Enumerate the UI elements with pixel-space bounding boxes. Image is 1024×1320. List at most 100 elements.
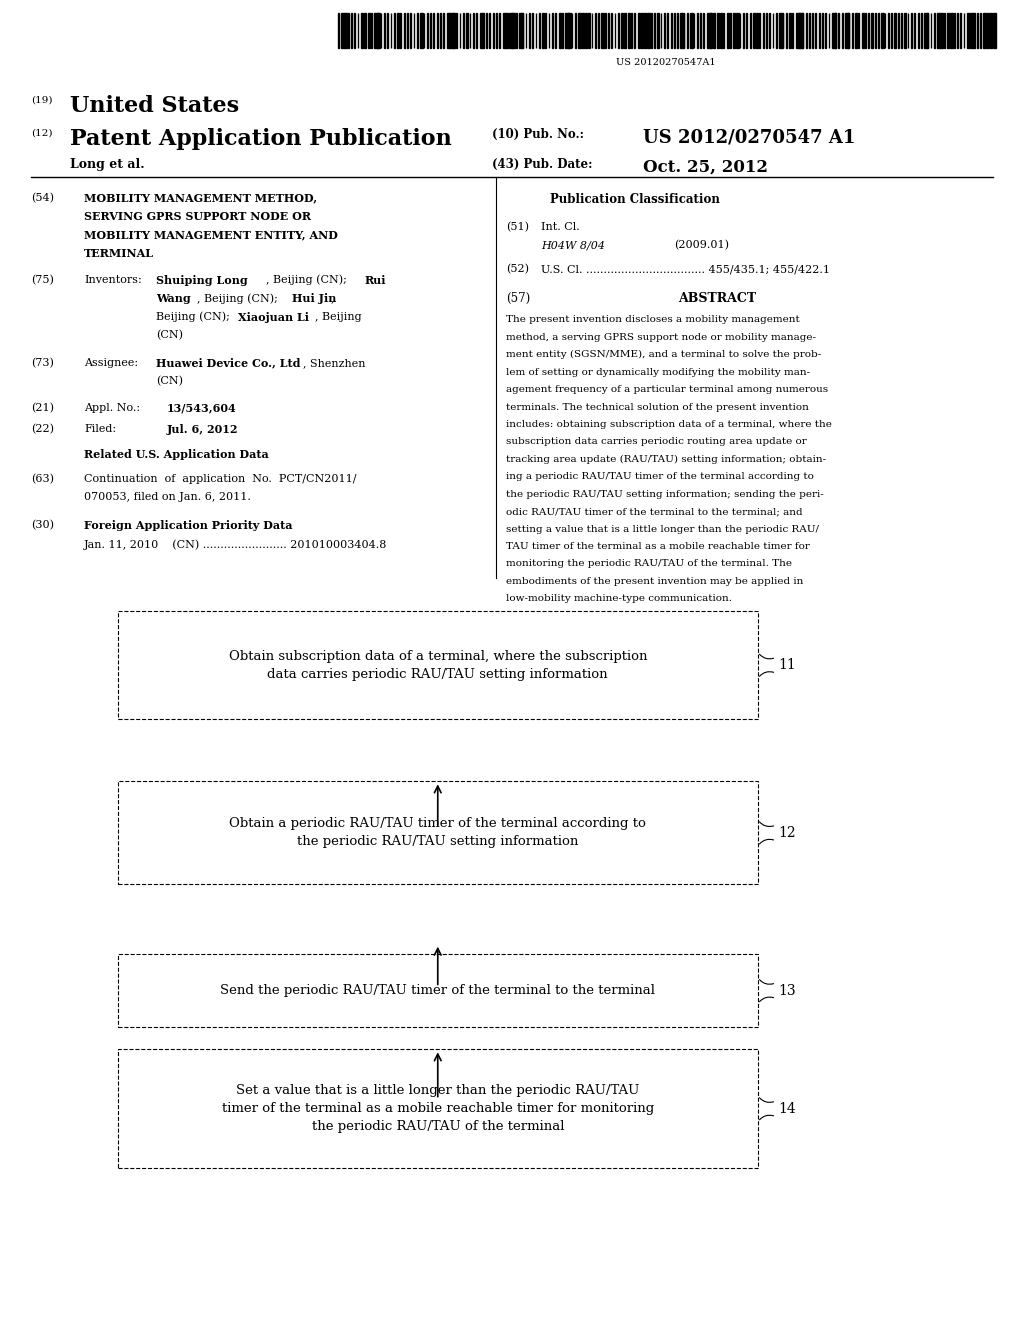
Text: embodiments of the present invention may be applied in: embodiments of the present invention may…	[506, 577, 803, 586]
Bar	[503, 13, 507, 48]
Text: Rui: Rui	[365, 275, 386, 285]
Bar	[924, 13, 928, 48]
Bar	[845, 13, 849, 48]
Text: Wang: Wang	[156, 293, 190, 304]
Text: 13: 13	[778, 983, 796, 998]
Text: subscription data carries periodic routing area update or: subscription data carries periodic routi…	[506, 437, 807, 446]
Text: (63): (63)	[31, 474, 53, 484]
Text: Inventors:: Inventors:	[84, 275, 141, 285]
Bar	[895, 13, 896, 48]
Bar	[874, 13, 877, 48]
Bar	[361, 13, 364, 48]
Text: Jan. 11, 2010    (CN) ........................ 201010003404.8: Jan. 11, 2010 (CN) .....................…	[84, 540, 387, 550]
Bar	[509, 13, 513, 48]
Bar	[654, 13, 655, 48]
Bar	[486, 13, 487, 48]
Text: (21): (21)	[31, 403, 53, 413]
Bar	[967, 13, 969, 48]
Text: (19): (19)	[31, 95, 52, 104]
Text: ing a periodic RAU/TAU timer of the terminal according to: ing a periodic RAU/TAU timer of the term…	[506, 473, 814, 482]
Bar	[983, 13, 986, 48]
Text: United States: United States	[70, 95, 239, 117]
Bar	[450, 13, 454, 48]
Bar	[638, 13, 640, 48]
Text: Hui Jin: Hui Jin	[292, 293, 336, 304]
Text: 14: 14	[778, 1102, 796, 1115]
Bar	[714, 13, 715, 48]
Bar	[641, 13, 643, 48]
Bar	[493, 13, 494, 48]
Bar	[785, 13, 787, 48]
Text: ,: ,	[331, 293, 334, 304]
Bar	[542, 13, 545, 48]
Bar	[588, 13, 591, 48]
Bar	[861, 13, 864, 48]
Bar	[479, 13, 483, 48]
Bar	[993, 13, 995, 48]
Bar	[953, 13, 955, 48]
Bar	[348, 13, 349, 48]
Bar	[756, 13, 759, 48]
Point	[489, 570, 502, 586]
Bar	[496, 13, 498, 48]
Bar	[463, 13, 465, 48]
Bar	[796, 13, 800, 48]
Bar	[687, 13, 688, 48]
Bar	[403, 13, 406, 48]
Text: the periodic RAU/TAU setting information; sending the peri-: the periodic RAU/TAU setting information…	[506, 490, 823, 499]
Bar	[579, 13, 581, 48]
Bar	[941, 13, 943, 48]
Bar	[710, 13, 713, 48]
Text: Set a value that is a little longer than the periodic RAU/TAU
timer of the termi: Set a value that is a little longer than…	[221, 1084, 654, 1134]
Bar	[680, 13, 684, 48]
Bar	[882, 13, 884, 48]
Bar	[430, 13, 431, 48]
Text: Oct. 25, 2012: Oct. 25, 2012	[643, 158, 768, 176]
Bar	[690, 13, 692, 48]
Text: (43) Pub. Date:: (43) Pub. Date:	[492, 158, 592, 172]
Text: Shuiping Long: Shuiping Long	[156, 275, 248, 285]
Bar	[651, 13, 652, 48]
Bar	[736, 13, 738, 48]
Bar	[657, 13, 658, 48]
Text: , Beijing: , Beijing	[315, 312, 362, 322]
Text: The present invention discloses a mobility management: The present invention discloses a mobili…	[506, 315, 800, 325]
Bar	[898, 13, 899, 48]
Bar	[855, 13, 857, 48]
Bar	[436, 13, 438, 48]
Text: Jul. 6, 2012: Jul. 6, 2012	[167, 424, 239, 434]
Bar	[601, 13, 603, 48]
Bar	[446, 13, 451, 48]
Bar	[473, 13, 474, 48]
Bar	[904, 13, 905, 48]
Bar	[871, 13, 872, 48]
Text: lem of setting or dynamically modifying the mobility man-: lem of setting or dynamically modifying …	[506, 368, 810, 376]
Bar	[506, 13, 508, 48]
Bar	[918, 13, 919, 48]
Text: H04W 8/04: H04W 8/04	[541, 240, 604, 251]
Bar	[868, 13, 869, 48]
Text: (75): (75)	[31, 275, 53, 285]
Bar	[622, 13, 624, 48]
Text: Publication Classification: Publication Classification	[550, 193, 720, 206]
Text: tracking area update (RAU/TAU) setting information; obtain-: tracking area update (RAU/TAU) setting i…	[506, 455, 826, 465]
Bar	[831, 13, 836, 48]
Text: Send the periodic RAU/TAU timer of the terminal to the terminal: Send the periodic RAU/TAU timer of the t…	[220, 985, 655, 997]
Text: setting a value that is a little longer than the periodic RAU/: setting a value that is a little longer …	[506, 524, 819, 533]
Bar	[625, 13, 626, 48]
Bar	[519, 13, 523, 48]
Text: U.S. Cl. .................................. 455/435.1; 455/422.1: U.S. Cl. ...............................…	[541, 264, 829, 275]
Text: 12: 12	[778, 826, 796, 840]
Text: TERMINAL: TERMINAL	[84, 248, 154, 259]
Text: (52): (52)	[506, 264, 528, 275]
Text: (57): (57)	[506, 292, 530, 305]
Text: Related U.S. Application Data: Related U.S. Application Data	[84, 449, 268, 459]
Text: Int. Cl.: Int. Cl.	[541, 222, 580, 232]
Bar	[733, 13, 735, 48]
Bar	[558, 13, 561, 48]
Bar	[970, 13, 974, 48]
Text: Appl. No.:: Appl. No.:	[84, 403, 140, 413]
Text: Obtain a periodic RAU/TAU timer of the terminal according to
the periodic RAU/TA: Obtain a periodic RAU/TAU timer of the t…	[229, 817, 646, 849]
Text: (54): (54)	[31, 193, 53, 203]
FancyBboxPatch shape	[118, 611, 758, 719]
